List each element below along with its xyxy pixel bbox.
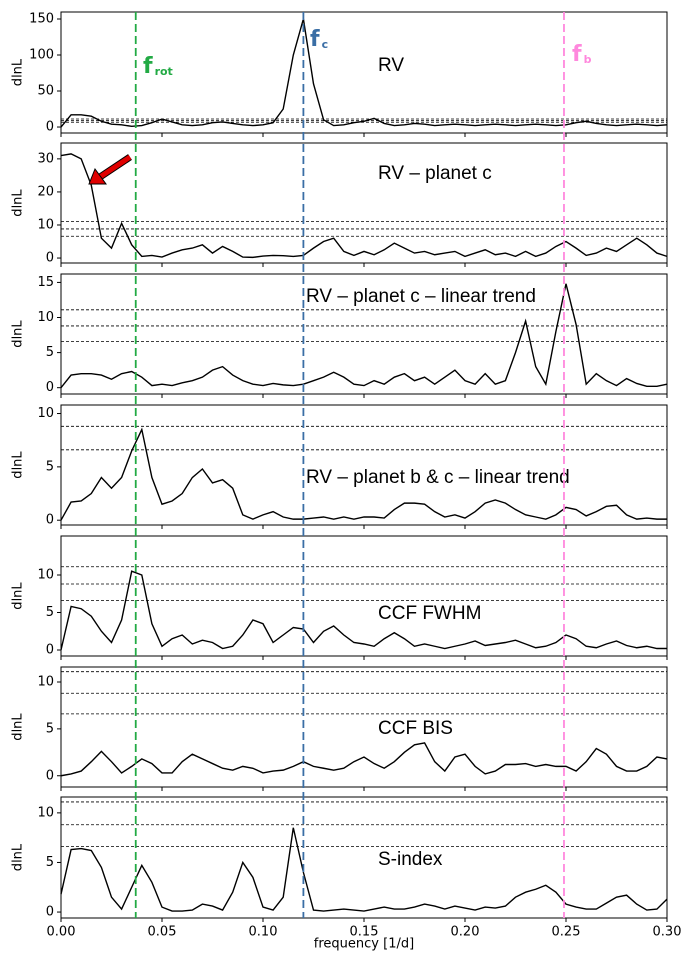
axes-frame [60,796,668,919]
axes-frame [60,404,668,526]
x-axis-label: frequency [1/d] [314,937,414,952]
y-axis-label: dlnL [11,843,26,871]
y-tick-label: 0 [46,513,54,528]
panel-label: S-index [378,849,443,870]
y-tick-label: 100 [29,47,54,62]
periodogram-line [60,427,667,521]
x-tick-label: 0.00 [47,925,76,940]
axes-frame [60,666,668,788]
y-tick-label: 10 [37,406,54,421]
red-arrow [88,154,132,185]
frequency-subscript: c [322,38,329,51]
panel-label: RV – planet c – linear trend [306,286,536,307]
y-tick-label: 10 [37,310,54,325]
periodogram-line [60,283,668,389]
y-tick-label: 20 [37,184,54,199]
y-axis-label: dlnL [11,58,26,86]
y-axis-label: dlnL [11,320,26,348]
y-tick-label: 50 [37,84,54,99]
periodogram-line [60,153,668,259]
y-tick-label: 15 [37,275,54,290]
y-tick-label: 5 [46,345,54,360]
frequency-symbol: f [310,27,320,52]
panel-label: CCF BIS [378,718,453,739]
y-tick-label: 10 [37,675,54,690]
y-axis-label: dlnL [11,713,26,741]
x-tick-label: 0.10 [249,925,278,940]
y-tick-label: 0 [46,251,54,266]
y-axis-label: dlnL [11,451,26,479]
x-tick-label: 0.20 [451,925,480,940]
y-tick-label: 0 [46,120,54,135]
y-tick-label: 150 [29,11,54,26]
y-tick-label: 5 [46,605,54,620]
y-tick-label: 5 [46,459,54,474]
y-tick-label: 10 [37,568,54,583]
y-axis-label: dlnL [11,582,26,610]
y-axis-label: dlnL [11,189,26,217]
panel-label: RV – planet c [378,163,492,184]
x-tick-label: 0.15 [350,925,379,940]
axes-frame [60,142,668,264]
y-tick-label: 30 [37,151,54,166]
axes-frame [60,535,668,657]
frequency-subscript: rot [155,65,173,78]
frequency-symbol: f [143,54,153,79]
periodogram-line [60,827,668,912]
panel-label: CCF FWHM [378,603,481,624]
y-tick-label: 0 [46,380,54,395]
x-tick-label: 0.05 [148,925,177,940]
y-tick-label: 5 [46,855,54,870]
y-tick-label: 10 [37,805,54,820]
y-tick-label: 0 [46,905,54,920]
frequency-subscript: b [584,53,592,66]
periodogram-line [60,570,667,651]
frequency-label: f rot [143,54,173,79]
x-tick-label: 0.25 [552,925,581,940]
panel-label: RV [378,55,404,76]
frequency-symbol: f [572,42,582,67]
y-tick-label: 5 [46,721,54,736]
periodogram-line [60,742,668,777]
y-tick-label: 10 [37,217,54,232]
y-tick-label: 0 [46,768,54,783]
periodogram-line [60,18,668,128]
x-tick-label: 0.30 [653,925,681,940]
y-tick-label: 0 [46,643,54,658]
panel-label: RV – planet b & c – linear trend [306,467,570,488]
